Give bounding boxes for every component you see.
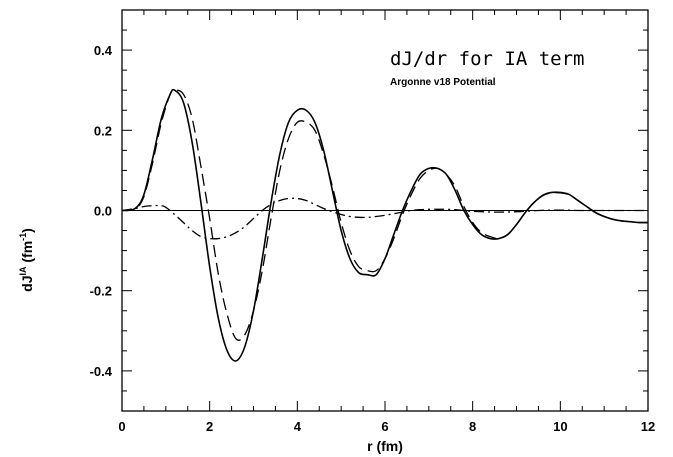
y-axis-title-sup: IA [18,266,28,276]
y-axis-title-close: ) [19,228,35,233]
series-line-dashed [121,89,649,341]
y-tick-labels: -0.4 -0.2 0.0 0.2 0.4 [90,43,113,379]
x-tick-label: 0 [118,419,125,434]
x-tick-label: 12 [641,419,655,434]
x-tick-label: 6 [381,419,388,434]
y-tick-label: 0.0 [94,204,112,219]
y-tick-label: 0.2 [94,123,112,138]
y-tick-label: -0.2 [90,284,112,299]
plot-area [121,88,649,362]
chart-subtitle: Argonne v18 Potential [390,77,496,88]
y-tick-label: -0.4 [90,364,113,379]
x-tick-labels: 0 2 4 6 8 10 12 [118,419,655,434]
y-axis-title-main: dJ [19,276,35,292]
y-axis-title-unit-sup: -1 [18,233,28,241]
x-tick-label: 10 [553,419,567,434]
y-tick-label: 0.4 [94,43,113,58]
y-axis-title: dJIA (fm-1) [18,228,35,292]
series-line-solid [121,88,649,362]
x-tick-label: 2 [206,419,213,434]
x-tick-label: 4 [294,419,302,434]
y-axis-title-unit: (fm [19,241,35,267]
axis-ticks [121,9,649,412]
x-axis-title: r (fm) [367,438,403,454]
chart-title: dJ/dr for IA term [390,48,584,70]
x-tick-label: 8 [469,419,476,434]
